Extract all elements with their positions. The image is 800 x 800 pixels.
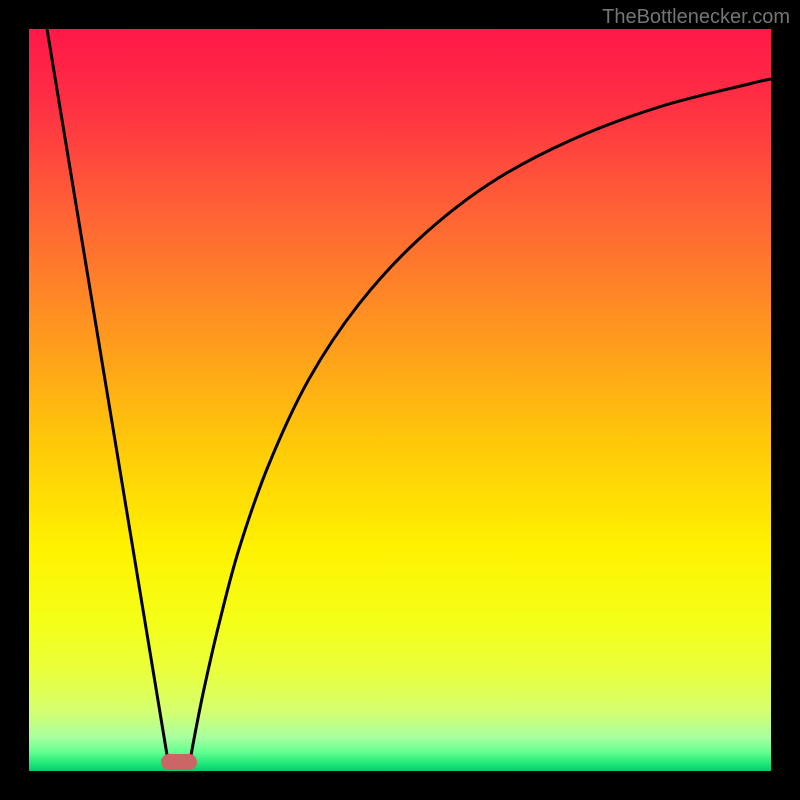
watermark-text: TheBottlenecker.com <box>602 6 790 29</box>
right-ascending-curve <box>189 79 771 767</box>
plot-area <box>29 29 771 771</box>
left-descending-line <box>47 29 169 767</box>
chart-container: TheBottlenecker.com <box>0 0 800 800</box>
bottleneck-curves <box>29 29 771 771</box>
bottleneck-marker <box>161 754 197 770</box>
